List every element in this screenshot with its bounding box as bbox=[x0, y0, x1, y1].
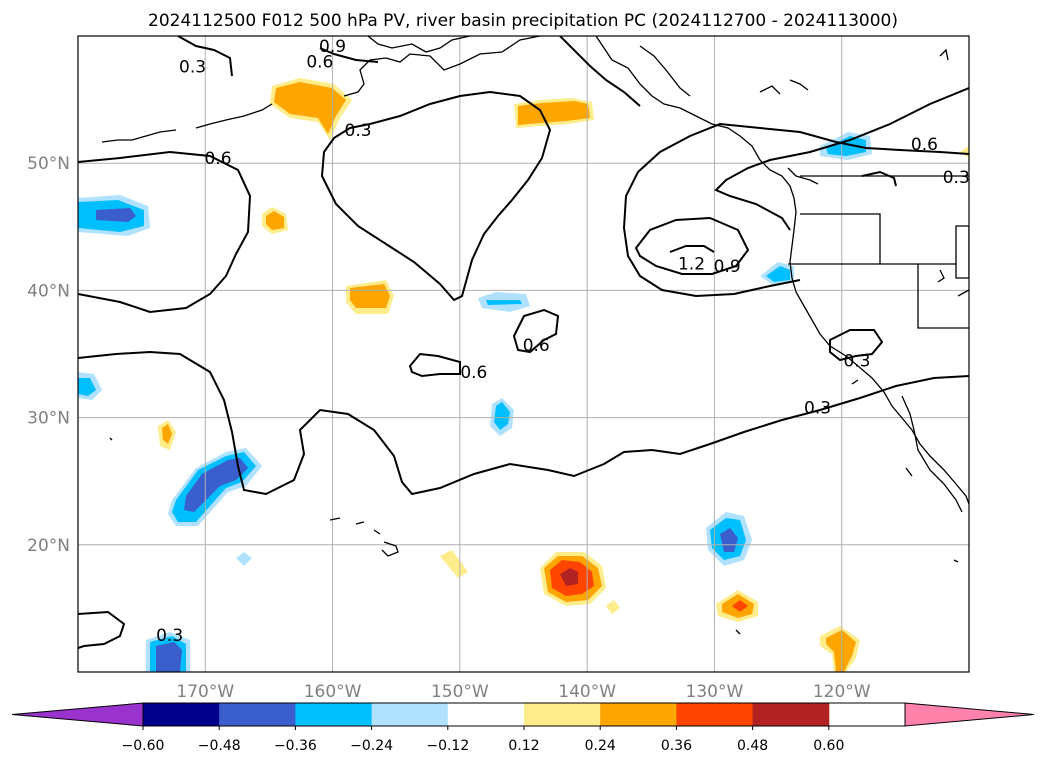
longitude-tick-label: 120°W bbox=[813, 682, 871, 702]
longitude-tick-label: 150°W bbox=[431, 682, 489, 702]
colorbar-tick-label: −0.60 bbox=[122, 738, 165, 754]
colorbar-tick-label: −0.24 bbox=[350, 738, 393, 754]
negative-anomaly-region bbox=[184, 458, 248, 512]
contour-label: 0.6 bbox=[204, 149, 231, 169]
positive-anomaly-region bbox=[266, 211, 284, 230]
longitude-tick-labels: 170°W 160°W 150°W 140°W 130°W 120°W bbox=[176, 682, 870, 702]
positive-anomaly-region bbox=[826, 630, 856, 672]
colorbar-segment bbox=[371, 703, 449, 726]
colorbar-segment bbox=[676, 703, 754, 726]
negative-anomaly-region bbox=[486, 300, 522, 305]
colorbar-tick-label: 0.48 bbox=[737, 738, 768, 754]
negative-anomaly-region bbox=[826, 136, 866, 156]
colorbar-extend-min bbox=[11, 702, 144, 727]
colorbar-tick-label: 0.60 bbox=[813, 738, 844, 754]
colorbar-tick-labels: −0.60 −0.48 −0.36 −0.24 −0.12 0.12 0.24 0.36 0.4… bbox=[122, 726, 844, 754]
positive-anomaly-region bbox=[606, 600, 620, 614]
longitude-tick-label: 170°W bbox=[176, 682, 234, 702]
positive-anomaly-region bbox=[162, 424, 172, 444]
contour-label: 0.3 bbox=[943, 168, 970, 188]
positive-anomaly-region bbox=[350, 284, 390, 308]
negative-anomaly-region bbox=[156, 642, 182, 672]
positive-anomaly-region bbox=[440, 550, 468, 578]
longitude-tick-label: 130°W bbox=[686, 682, 744, 702]
colorbar-segment bbox=[219, 703, 296, 726]
colorbar-extend-max bbox=[904, 702, 1035, 727]
colorbar-segment bbox=[143, 703, 220, 726]
colorbar-tick-label: 0.24 bbox=[585, 738, 616, 754]
colorbar-segment bbox=[524, 703, 601, 726]
negative-anomaly-region bbox=[766, 266, 790, 282]
map-title: 2024112500 F012 500 hPa PV, river basin … bbox=[148, 11, 898, 31]
contour-label: 0.3 bbox=[345, 121, 372, 141]
contour-label: 0.6 bbox=[306, 52, 333, 72]
latitude-tick-label: 50°N bbox=[27, 154, 70, 174]
contour-label: 0.3 bbox=[156, 626, 183, 646]
contour-label: 1.2 bbox=[678, 255, 705, 275]
colorbar-segment bbox=[447, 703, 525, 726]
contour-label: 0.3 bbox=[804, 398, 831, 418]
latitude-tick-label: 30°N bbox=[27, 409, 70, 429]
colorbar-segment bbox=[600, 703, 677, 726]
map-panel: 0.90.60.30.30.60.60.31.2 0.90.60.60.30.30… bbox=[78, 36, 970, 672]
pv-contours bbox=[78, 36, 969, 649]
colorbar-tick-label: 0.36 bbox=[661, 738, 692, 754]
contour-label: 0.3 bbox=[179, 58, 206, 78]
latitude-tick-label: 20°N bbox=[27, 536, 70, 556]
colorbar-segment bbox=[752, 703, 830, 726]
contour-label: 0.6 bbox=[911, 135, 938, 155]
negative-anomaly-region bbox=[494, 402, 510, 430]
coastlines bbox=[101, 36, 969, 635]
colorbar-segment bbox=[295, 703, 373, 726]
longitude-tick-label: 140°W bbox=[558, 682, 616, 702]
contour-label: 0.6 bbox=[460, 363, 487, 383]
positive-anomaly-region bbox=[560, 568, 578, 586]
positive-anomaly-region bbox=[732, 600, 748, 612]
positive-anomaly-region bbox=[960, 146, 969, 158]
negative-anomaly-region bbox=[720, 528, 738, 552]
colorbar-tick-label: 0.12 bbox=[508, 738, 539, 754]
negative-anomaly-region bbox=[236, 552, 252, 566]
longitude-tick-label: 160°W bbox=[304, 682, 362, 702]
positive-anomaly-region bbox=[274, 82, 346, 134]
negative-anomaly-region bbox=[78, 378, 96, 396]
colorbar-tick-label: −0.12 bbox=[426, 738, 469, 754]
colorbar bbox=[11, 702, 1035, 727]
contour-label: 0.6 bbox=[523, 336, 550, 356]
latitude-tick-labels: 50°N 40°N 30°N 20°N bbox=[27, 154, 70, 556]
colorbar-tick-label: −0.48 bbox=[198, 738, 241, 754]
contour-labels: 0.90.60.30.30.60.60.31.2 0.90.60.60.30.30… bbox=[156, 37, 970, 646]
contour-label: 0.9 bbox=[319, 37, 346, 57]
colorbar-tick-label: −0.36 bbox=[274, 738, 317, 754]
contour-label: 0.3 bbox=[843, 351, 870, 371]
contour-label: 0.9 bbox=[714, 257, 741, 277]
latitude-tick-label: 40°N bbox=[27, 281, 70, 301]
map-frame bbox=[77, 35, 970, 673]
negative-anomaly-region bbox=[96, 208, 136, 222]
